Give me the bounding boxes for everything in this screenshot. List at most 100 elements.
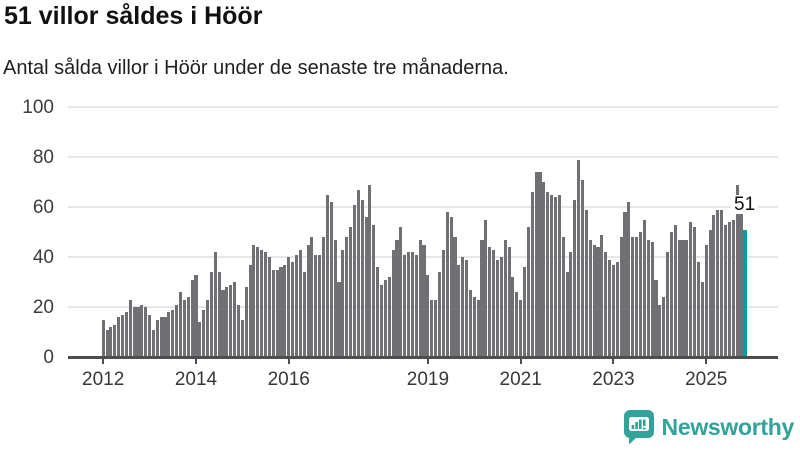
- bar: [140, 304, 144, 357]
- bar: [550, 194, 554, 357]
- x-axis-tick: [612, 357, 615, 364]
- bar: [333, 239, 337, 357]
- bar: [372, 224, 376, 357]
- bar: [225, 287, 229, 357]
- bar: [638, 232, 643, 357]
- bar: [569, 252, 573, 357]
- x-axis-label: 2012: [82, 369, 125, 390]
- bar: [128, 299, 132, 357]
- bar: [244, 287, 248, 357]
- bar: [565, 272, 569, 357]
- bar: [213, 252, 217, 357]
- bar: [538, 172, 542, 357]
- bar: [465, 259, 469, 357]
- bar: [530, 192, 534, 357]
- newsworthy-logo[interactable]: Newsworthy: [622, 409, 794, 445]
- bar: [723, 224, 728, 357]
- bar: [658, 304, 662, 357]
- bar: [148, 314, 152, 357]
- bar: [109, 327, 113, 357]
- bar: [739, 194, 743, 357]
- bar: [136, 307, 140, 357]
- bar: [190, 279, 194, 357]
- bar: [503, 239, 507, 357]
- bar: [484, 219, 488, 357]
- bar: [399, 227, 403, 357]
- bar: [642, 219, 646, 357]
- bar: [236, 304, 241, 357]
- bar: [352, 204, 356, 357]
- bar: [546, 192, 550, 357]
- bar: [449, 217, 453, 357]
- bar: [221, 289, 225, 357]
- newsworthy-icon: [623, 410, 654, 445]
- bar: [391, 249, 395, 357]
- bar: [430, 299, 434, 357]
- x-axis-tick: [194, 357, 197, 364]
- bar: [677, 239, 681, 357]
- bar: [457, 264, 461, 357]
- bar: [395, 239, 399, 357]
- bar: [499, 257, 503, 357]
- bar: [689, 222, 693, 357]
- x-axis-label: 2014: [174, 369, 218, 390]
- bar: [646, 239, 650, 357]
- x-axis-tick: [287, 357, 290, 364]
- bar: [113, 324, 117, 357]
- bar: [716, 209, 720, 357]
- bar: [623, 212, 627, 357]
- x-axis-tick: [519, 357, 522, 364]
- bar: [414, 254, 418, 357]
- bar: [542, 182, 546, 357]
- bar: [553, 197, 557, 357]
- bar: [368, 184, 372, 357]
- bar: [275, 269, 279, 357]
- y-axis-label: 100: [22, 96, 54, 118]
- bar: [488, 247, 492, 357]
- x-axis-tick: [102, 357, 105, 364]
- bar: [584, 209, 588, 357]
- bar: [615, 262, 619, 357]
- bar: [194, 274, 198, 357]
- x-axis-label: 2021: [499, 369, 542, 390]
- bar: [178, 292, 183, 357]
- chart-subtitle: Antal sålda villor i Höör under de senas…: [3, 57, 509, 79]
- bar: [360, 199, 364, 357]
- bar: [735, 184, 739, 357]
- bar: [314, 254, 318, 357]
- bar: [700, 282, 704, 357]
- y-axis-label: 20: [32, 296, 54, 318]
- bar: [511, 277, 515, 357]
- bar: [248, 264, 252, 357]
- newsworthy-wordmark: Newsworthy: [661, 413, 795, 440]
- bar: [422, 244, 426, 357]
- bar: [611, 264, 615, 357]
- bar: [669, 232, 673, 357]
- bar: [708, 229, 712, 357]
- bar: [264, 252, 268, 357]
- gridline-y-80: [68, 156, 778, 158]
- bar: [182, 299, 186, 357]
- bar: [341, 249, 345, 357]
- bar: [202, 309, 206, 357]
- bar: [163, 317, 167, 357]
- bar: [287, 257, 291, 357]
- bar: [441, 249, 445, 357]
- bar: [159, 317, 163, 357]
- bar: [561, 237, 565, 357]
- gridline-y-60: [68, 206, 778, 208]
- bar: [519, 299, 523, 357]
- bar: [252, 244, 256, 357]
- bar: [573, 199, 577, 357]
- bar: [592, 244, 596, 357]
- bar: [627, 202, 631, 357]
- gridline-y-100: [68, 106, 778, 108]
- bar: [704, 244, 708, 357]
- bar: [557, 194, 561, 357]
- bar: [345, 237, 349, 357]
- bar: [437, 272, 442, 357]
- bar: [186, 297, 190, 357]
- bar: [681, 239, 685, 357]
- bar: [217, 272, 221, 357]
